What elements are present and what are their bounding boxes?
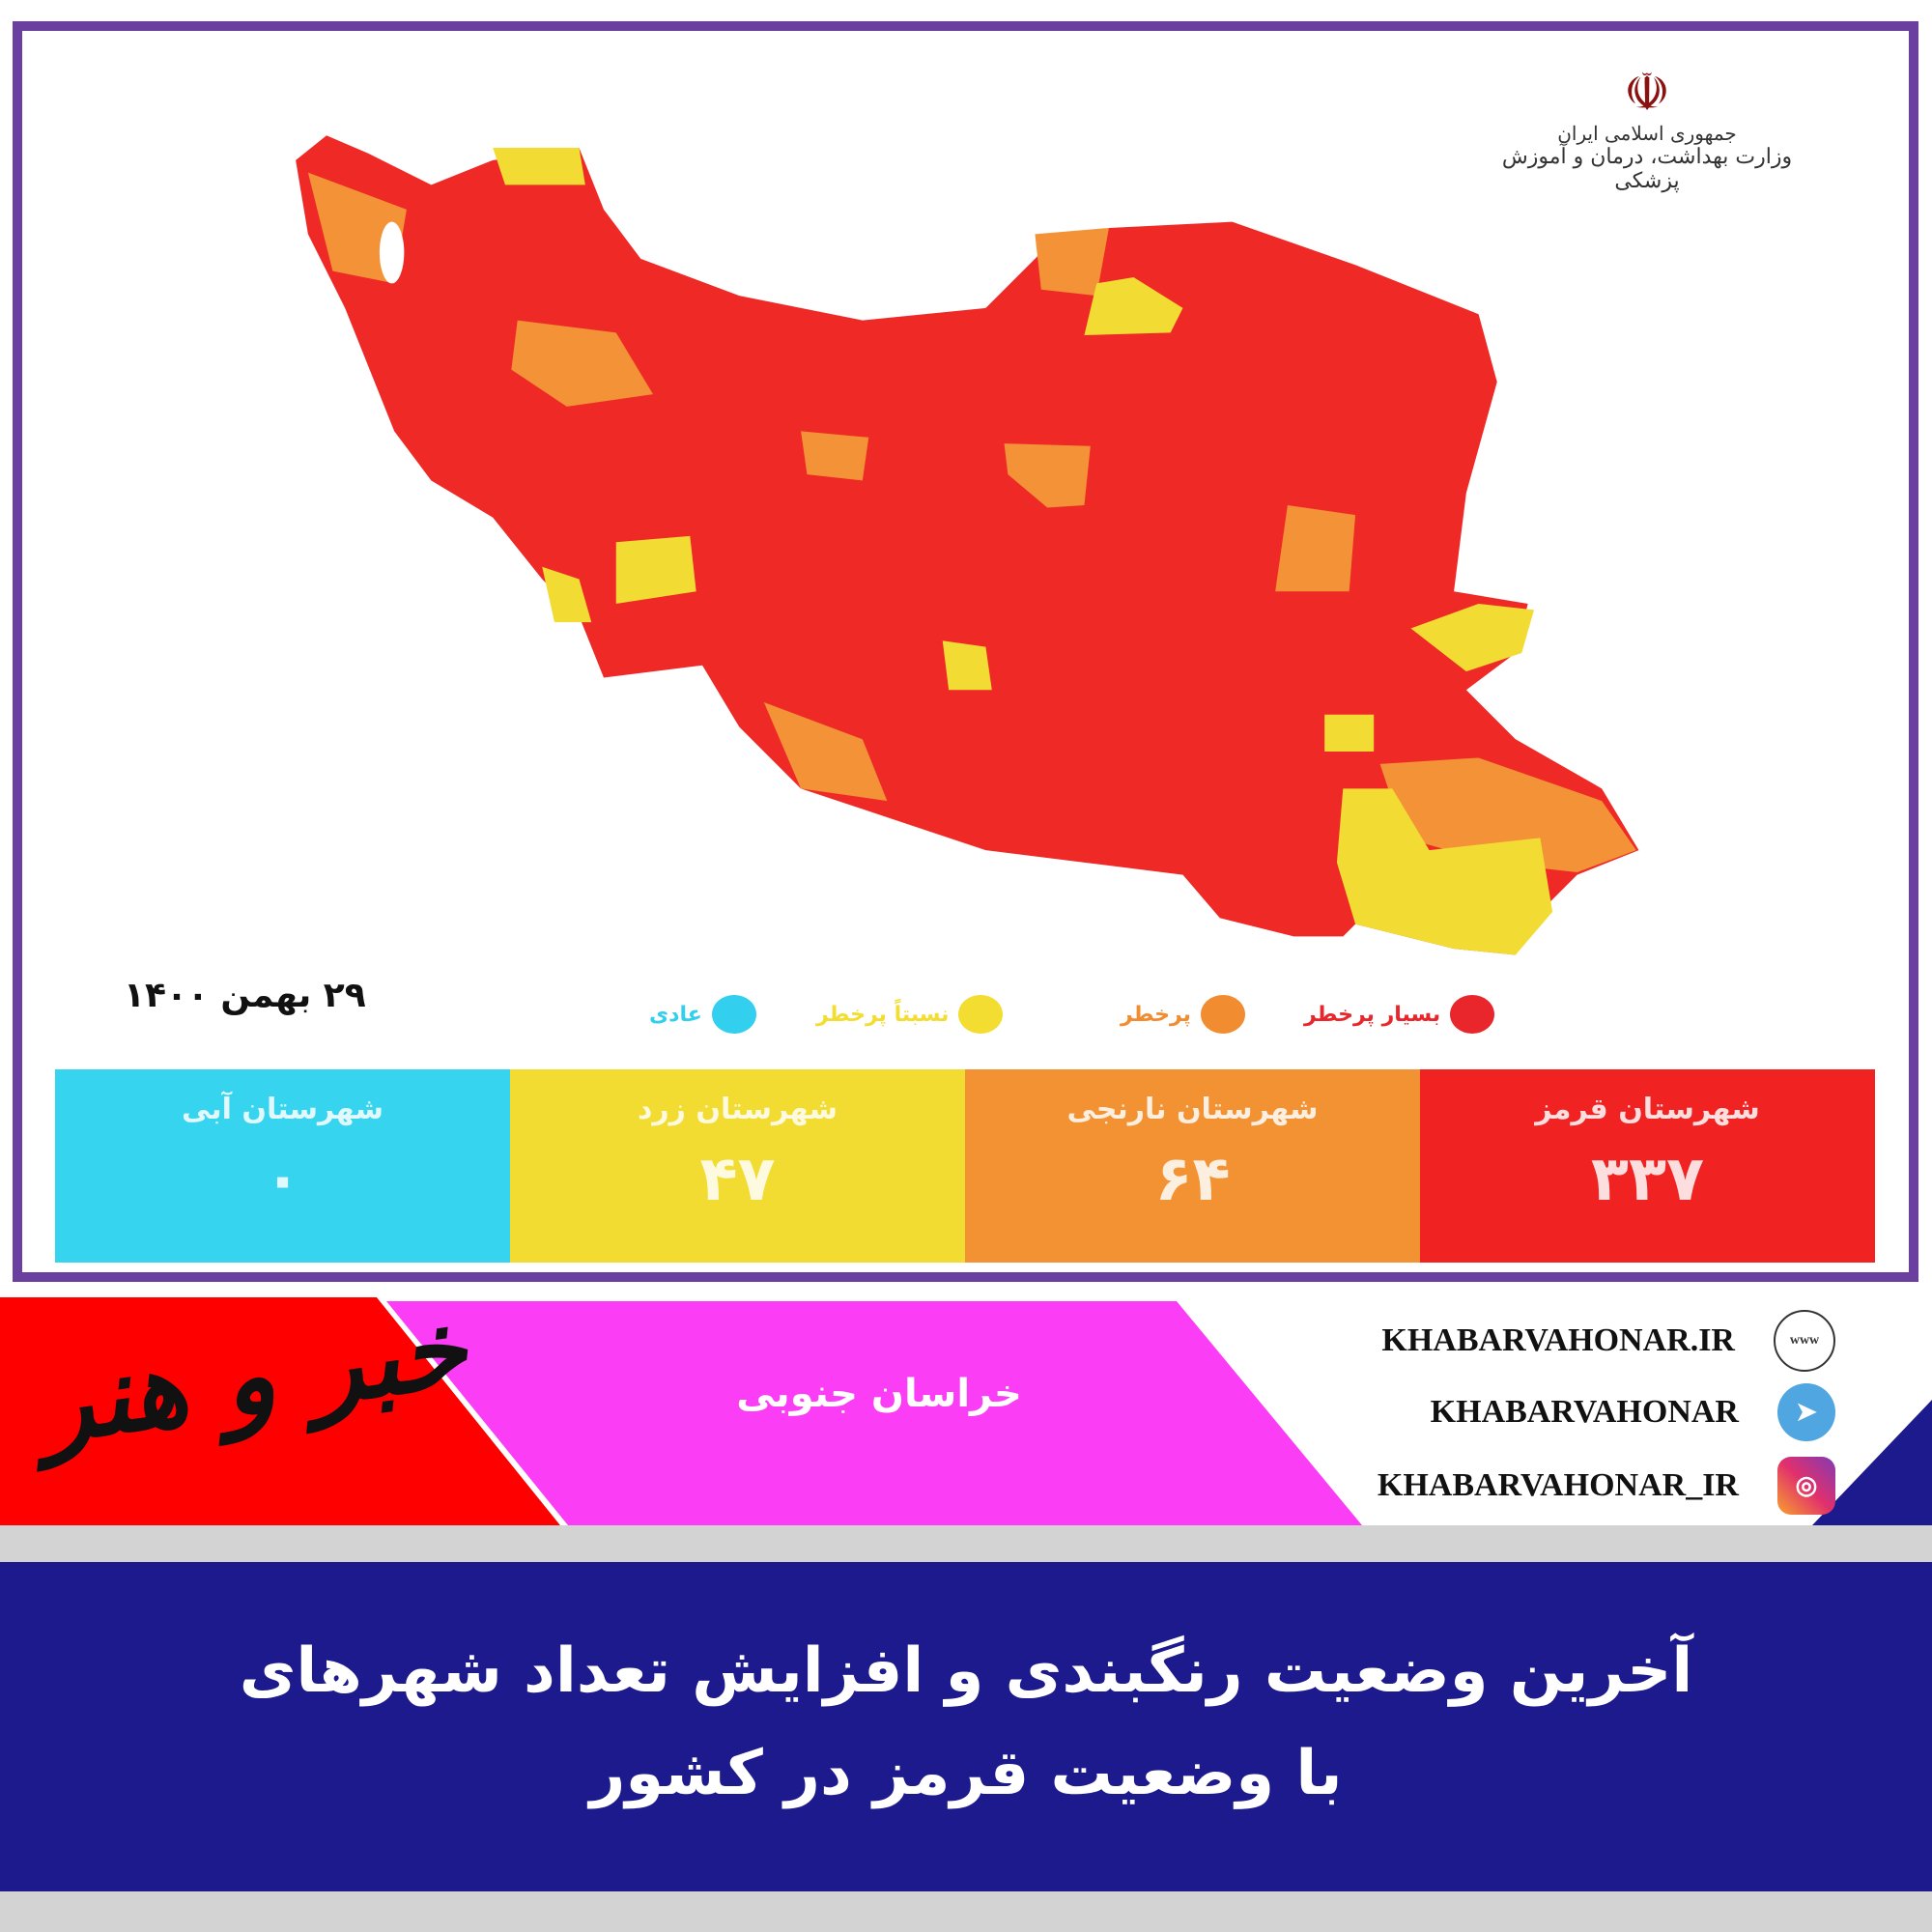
globe-www-icon: www [1774, 1310, 1835, 1372]
count-value: ۳۳۷ [1590, 1144, 1705, 1215]
headline-line-2: با وضعیت قرمز در کشور [589, 1738, 1343, 1809]
iran-emblem-icon: ☫ [1623, 62, 1671, 123]
telegram-text: KHABARVAHONAR [1430, 1394, 1739, 1430]
orange-count: شهرستان نارنجی ۶۴ [965, 1069, 1420, 1263]
banner-red-section [0, 1297, 560, 1525]
instagram-text: KHABARVAHONAR_IR [1377, 1467, 1739, 1503]
legend-dot-icon [958, 995, 1004, 1034]
banner-divider [377, 1297, 568, 1525]
yellow-count: شهرستان زرد ۴۷ [510, 1069, 965, 1263]
telegram-icon: ➤ [1777, 1383, 1835, 1441]
instagram-link[interactable]: KHABARVAHONAR_IR ◎ [1378, 1457, 1835, 1515]
logo-line-1: جمهوری اسلامی ایران [1557, 122, 1737, 145]
legend-moderate: نسبتاً پرخطر [816, 995, 1004, 1034]
legend-label: نسبتاً پرخطر [816, 1002, 950, 1027]
map-date: ۲۹ بهمن ۱۴۰۰ [124, 976, 366, 1015]
legend-dot-icon [1200, 995, 1245, 1034]
ministry-of-health-logo: ☫ جمهوری اسلامی ایران وزارت بهداشت، درما… [1488, 62, 1806, 194]
banner-blue-corner [1812, 1400, 1932, 1525]
count-value: ۰ [263, 1144, 302, 1215]
instagram-icon: ◎ [1777, 1457, 1835, 1515]
legend-dot-icon [1450, 995, 1495, 1034]
red-count: شهرستان قرمز ۳۳۷ [1420, 1069, 1875, 1263]
telegram-link[interactable]: KHABARVAHONAR ➤ [1431, 1383, 1835, 1441]
legend-dot-icon [711, 995, 756, 1034]
count-value: ۶۴ [1154, 1144, 1231, 1215]
count-value: ۴۷ [699, 1144, 776, 1215]
count-label: شهرستان زرد [638, 1093, 838, 1126]
legend-high: پرخطر [1121, 995, 1245, 1034]
legend-very-high: بسیار پرخطر [1304, 995, 1495, 1034]
banner-magenta-section [386, 1301, 1362, 1525]
logo-line-2: وزارت بهداشت، درمان و آموزش پزشکی [1501, 145, 1793, 193]
website-link[interactable]: KHABARVAHONAR.IR www [1381, 1310, 1835, 1372]
count-label: شهرستان نارنجی [1066, 1093, 1319, 1126]
region-label: خراسان جنوبی [736, 1372, 1022, 1416]
brand-banner [0, 1297, 1932, 1525]
legend-label: پرخطر [1121, 1002, 1191, 1027]
blue-count: شهرستان آبی ۰ [55, 1069, 510, 1263]
bottom-band [0, 1891, 1932, 1932]
legend-label: بسیار پرخطر [1304, 1002, 1441, 1027]
website-text: KHABARVAHONAR.IR [1381, 1322, 1735, 1358]
headline-panel: آخرین وضعیت رنگبندی و افزایش تعداد شهرها… [0, 1562, 1932, 1891]
legend-normal: عادی [649, 995, 756, 1034]
legend-label: عادی [649, 1002, 702, 1027]
count-label: شهرستان قرمز [1535, 1093, 1760, 1126]
county-count-bars: شهرستان قرمز ۳۳۷ شهرستان نارنجی ۶۴ شهرستان… [55, 1069, 1875, 1263]
count-label: شهرستان آبی [182, 1093, 384, 1126]
separator-band [0, 1525, 1932, 1562]
headline-line-1: آخرین وضعیت رنگبندی و افزایش تعداد شهرها… [239, 1635, 1693, 1707]
